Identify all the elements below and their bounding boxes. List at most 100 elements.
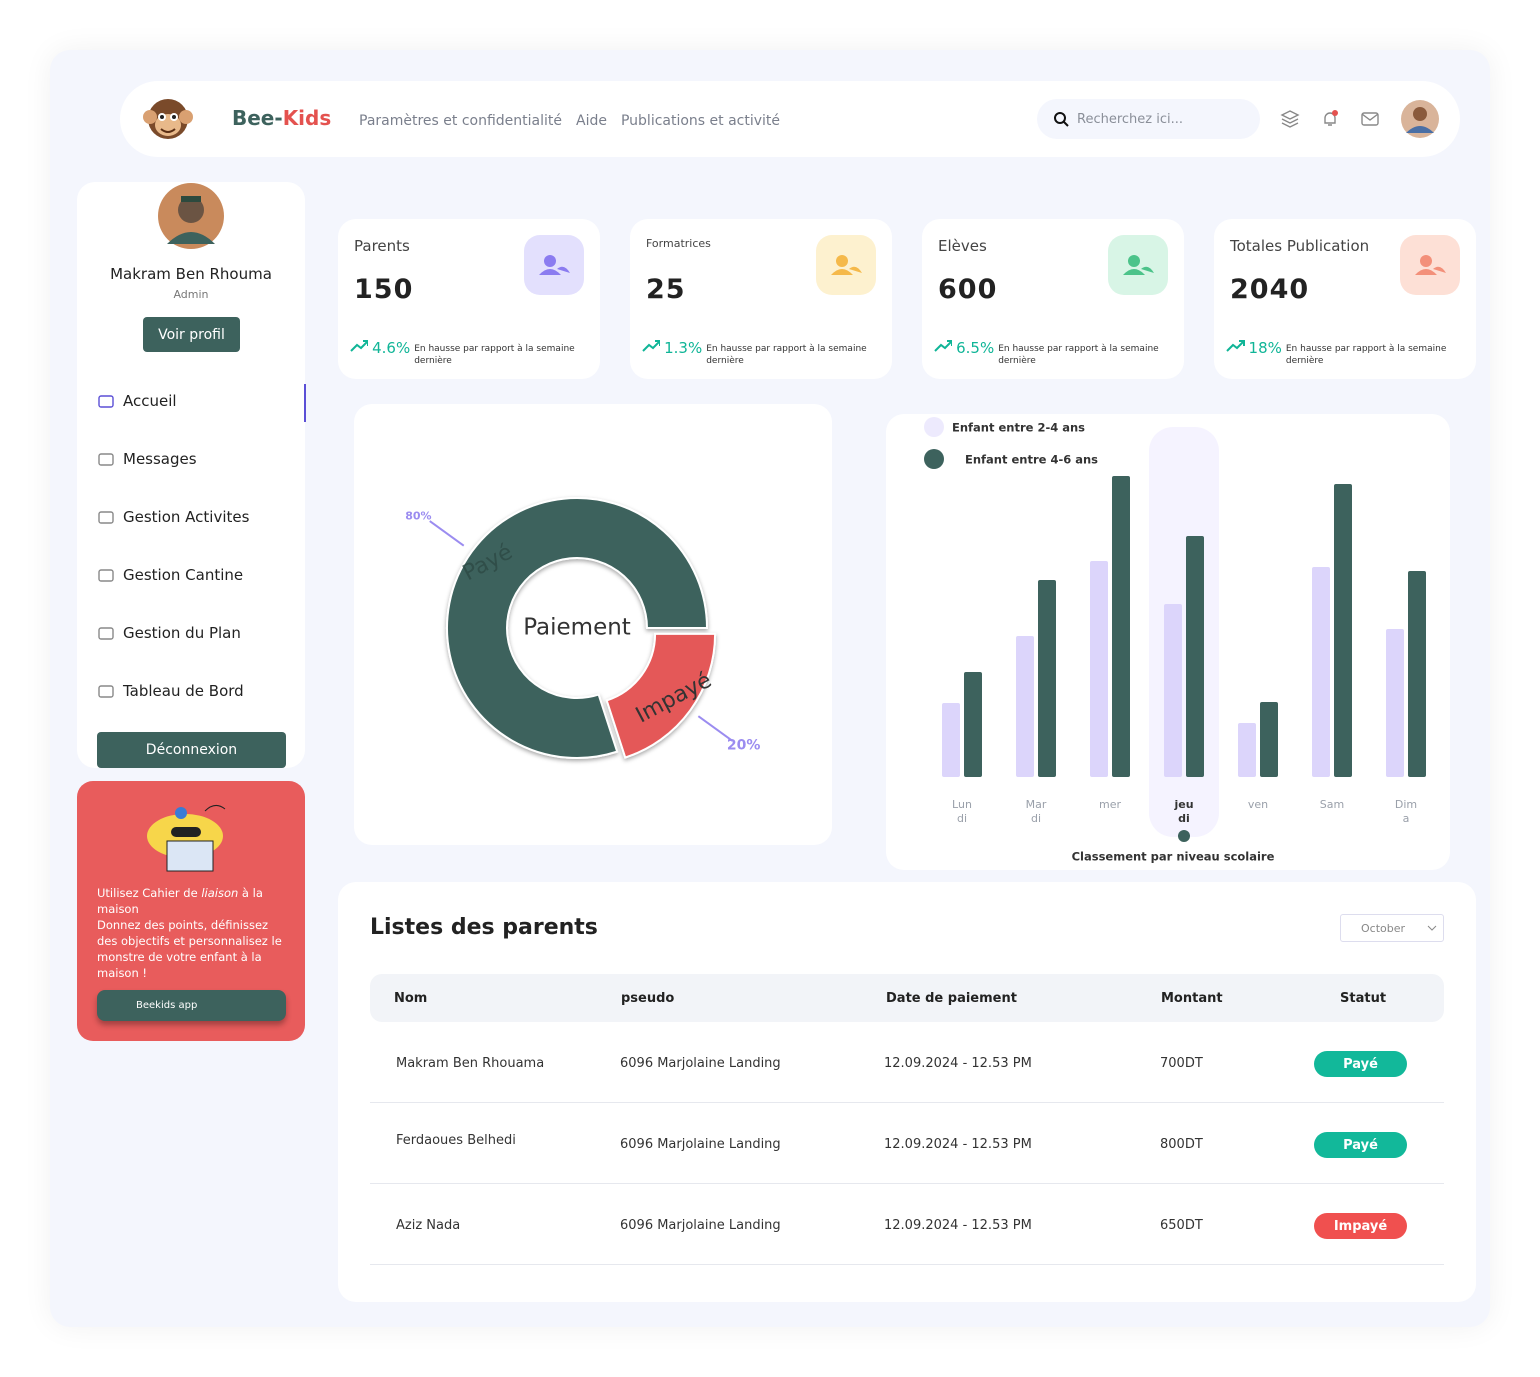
status-pill: Payé [1314, 1132, 1407, 1158]
brand-part: Kids [282, 106, 332, 130]
nav-link[interactable]: Paramètres et confidentialité [359, 113, 562, 129]
table-cell: 700DT [1160, 1056, 1203, 1071]
leader-line [429, 520, 465, 547]
menu-item[interactable]: Gestion Cantine [97, 566, 243, 584]
leader-line [697, 715, 733, 742]
menu-item[interactable]: Gestion Activites [97, 508, 249, 526]
bar [1238, 723, 1256, 777]
stat-title: Parents [354, 237, 410, 255]
trend-icon [642, 340, 661, 352]
table-cell: 6096 Marjolaine Landing [620, 1056, 781, 1071]
month-filter-label: October [1361, 921, 1406, 935]
stat-icon-shape [1415, 266, 1446, 275]
x-tick-label: mer [1098, 798, 1121, 811]
sidebar: Makram Ben Rhouma Admin Voir profil Déco… [77, 182, 306, 768]
menu-label: Gestion du Plan [123, 624, 241, 642]
promo-button[interactable]: Beekids app [97, 990, 286, 1021]
x-axis-label: Classement par niveau scolaire [1072, 850, 1275, 864]
menu-icon-shape [98, 569, 114, 582]
stat-icon-glyph [1123, 255, 1154, 275]
bar [1260, 702, 1278, 777]
chevron [1427, 925, 1437, 931]
table-cell: Ferdaoues Belhedi [396, 1133, 516, 1148]
mail-icon[interactable] [1360, 109, 1380, 129]
stat-value: 150 [354, 274, 414, 305]
value-label: 80% [405, 509, 431, 522]
stat-note: En hausse par rapport à la semaine derni… [998, 344, 1159, 366]
promo-text-part: à la maison [97, 886, 263, 916]
stat-icon [1400, 235, 1460, 295]
table-header: Nom pseudo Date de paiement Montant Statut [370, 974, 1444, 1022]
bar [1164, 604, 1182, 777]
stat-value: 2040 [1230, 274, 1310, 305]
trend-icon [934, 340, 953, 352]
table-header-cell: pseudo [621, 991, 675, 1006]
trend-icon [1226, 340, 1245, 352]
bar [1386, 629, 1404, 777]
stat-change-row: 18% En hausse par rapport à la semaine de… [1226, 339, 1472, 367]
x-tick-label: ven [1247, 798, 1269, 811]
logo[interactable] [142, 95, 194, 147]
bar [1334, 484, 1352, 777]
stat-icon-glyph [539, 255, 570, 275]
menu-icon-shape [98, 511, 114, 524]
search-placeholder: Recherchez ici... [1077, 111, 1183, 127]
search-icon [1054, 112, 1069, 127]
row-divider [370, 1264, 1444, 1265]
bell-icon[interactable] [1320, 109, 1340, 129]
stat-title: Totales Publication [1230, 237, 1370, 255]
stat-change: 1.3% [664, 339, 703, 357]
menu-label: Accueil [123, 392, 177, 410]
stat-icon-glyph [831, 255, 862, 275]
table-cell: Makram Ben Rhouama [396, 1056, 545, 1071]
trend-icon-shape [934, 340, 953, 352]
stat-icon-shape [544, 255, 556, 267]
brand-part: Bee- [232, 106, 283, 130]
month-filter[interactable]: October [1340, 914, 1444, 942]
header: Bee-Kids Paramètres et confidentialité Ai… [120, 81, 1460, 157]
stat-value: 25 [646, 274, 686, 305]
stat-icon [524, 235, 584, 295]
stat-icon-shape [831, 266, 862, 275]
pie-slice [605, 632, 717, 759]
nav-link[interactable]: Aide [576, 113, 607, 129]
layers-icon[interactable] [1280, 109, 1300, 129]
menu-icon [98, 511, 114, 524]
menu-item[interactable]: Accueil [97, 392, 177, 410]
table-header-cell: Date de paiement [886, 991, 1017, 1006]
bar [1408, 571, 1426, 777]
table-header-cell: Montant [1161, 991, 1223, 1006]
pie-slice [446, 497, 709, 759]
trend-icon-shape [1226, 340, 1245, 352]
promo-text-part: Utilisez Cahier de [97, 886, 202, 900]
menu-icon-shape [98, 685, 114, 698]
menu-label: Gestion Activites [123, 508, 250, 526]
stat-change: 4.6% [372, 339, 411, 357]
menu-icon-shape [98, 453, 114, 466]
bar-chart: Enfant entre 2-4 ans Enfant entre 4-6 ans… [924, 417, 1426, 864]
stat-change: 6.5% [956, 339, 995, 357]
logout-button[interactable]: Déconnexion [97, 732, 286, 768]
table-title: Listes des parents [370, 915, 598, 940]
menu-label: Tableau de Bord [123, 682, 244, 700]
table-header-cell: Nom [394, 991, 428, 1006]
menu-item[interactable]: Tableau de Bord [97, 682, 244, 700]
search[interactable]: Recherchez ici... [1037, 99, 1260, 139]
nav-link[interactable]: Publications et activité [620, 113, 781, 129]
value-label: 20% [727, 738, 761, 754]
profile-button[interactable]: Voir profil [143, 317, 240, 352]
menu-item[interactable]: Messages [97, 450, 197, 468]
brand[interactable]: Bee-Kids [232, 106, 331, 130]
legend-label: Enfant entre 2-4 ans [952, 421, 1085, 435]
bar [1186, 536, 1204, 777]
legend-marker [924, 449, 944, 469]
row-divider [370, 1102, 1444, 1103]
menu-icon-shape [98, 627, 114, 640]
menu-item[interactable]: Gestion du Plan [97, 624, 241, 642]
user-avatar[interactable] [1400, 99, 1440, 139]
row-divider [370, 1183, 1444, 1184]
menu-icon [98, 453, 114, 466]
stat-icon-shape [539, 266, 570, 275]
